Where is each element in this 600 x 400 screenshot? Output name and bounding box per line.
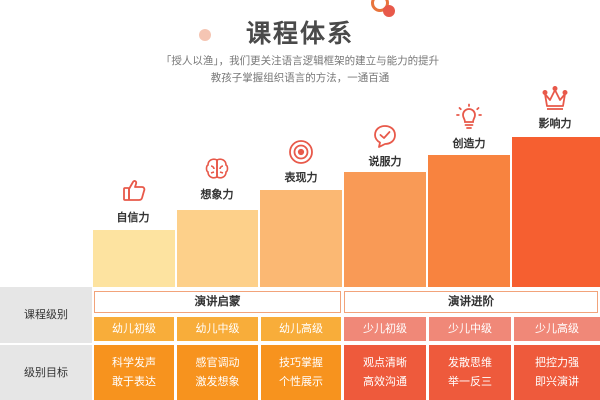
intro-line-2: 教孩子掌握组织语言的方法，一通百通	[210, 72, 390, 84]
stage-bar-creativity	[428, 155, 510, 287]
goal-cell: 科学发声 敢于表达	[94, 345, 174, 400]
level-cell: 幼儿中级	[177, 317, 258, 341]
stage-bar-persuasion	[344, 172, 426, 287]
goal-text: 感官调动	[195, 356, 240, 369]
goal-text: 高效沟通	[363, 375, 407, 388]
goal-cell: 感官调动 激发想象	[177, 345, 258, 400]
level-cell: 幼儿高级	[261, 317, 341, 341]
goal-text: 激发想象	[195, 375, 240, 388]
goal-text: 发散思维	[448, 356, 492, 369]
goal-cell: 把控力强 即兴演讲	[514, 345, 600, 400]
goal-text: 敢于表达	[112, 375, 156, 388]
lightbulb-icon	[456, 103, 482, 129]
goal-text: 即兴演讲	[535, 375, 579, 388]
stage-label-influence: 影响力	[538, 117, 572, 130]
goal-text: 技巧掌握	[279, 356, 323, 369]
goal-text: 举一反三	[448, 375, 492, 388]
goal-cell: 观点清晰 高效沟通	[344, 345, 426, 400]
goal-text: 观点清晰	[363, 356, 407, 369]
course-table: 课程级别 级别目标 演讲启蒙 演讲进阶 幼儿初级 幼儿中级 幼儿高级 少儿初级 …	[0, 287, 600, 400]
page-title: 课程体系	[245, 19, 354, 48]
intro-line-1: 「授人以渔」，我们更关注语言逻辑框架的建立与能力的提升	[160, 55, 440, 67]
speech-bubble-check-icon	[374, 125, 396, 148]
target-icon	[289, 140, 313, 164]
stage-label-creativity: 创造力	[452, 137, 486, 150]
group-speech-enlightenment: 演讲启蒙	[94, 291, 341, 313]
goal-text: 科学发声	[112, 356, 156, 369]
stage-bar-imagination	[177, 210, 258, 287]
goal-cell: 发散思维 举一反三	[429, 345, 511, 400]
row-header-level-goal: 级别目标	[0, 345, 92, 400]
decor-dot	[199, 29, 211, 41]
goal-text: 把控力强	[535, 356, 579, 369]
stage-label-confidence: 自信力	[116, 211, 150, 224]
level-cell: 幼儿初级	[94, 317, 174, 341]
level-cell: 少儿初级	[344, 317, 426, 341]
row-header-course-level: 课程级别	[0, 287, 92, 343]
level-cell: 少儿中级	[429, 317, 511, 341]
stage-bar-influence	[512, 137, 600, 287]
decor-dot	[383, 5, 395, 17]
stage-label-imagination: 想象力	[200, 188, 234, 201]
stage-label-expression: 表现力	[284, 171, 318, 184]
crown-icon	[542, 86, 568, 110]
group-speech-advanced: 演讲进阶	[344, 291, 598, 313]
level-cell: 少儿高级	[514, 317, 600, 341]
thumbs-up-icon	[123, 180, 146, 201]
goal-cell: 技巧掌握 个性展示	[261, 345, 341, 400]
brain-icon	[205, 158, 229, 179]
stage-label-persuasion: 说服力	[368, 155, 402, 168]
goal-text: 个性展示	[279, 375, 323, 388]
stage-bar-confidence	[93, 230, 175, 287]
stage-bar-expression	[260, 190, 342, 287]
